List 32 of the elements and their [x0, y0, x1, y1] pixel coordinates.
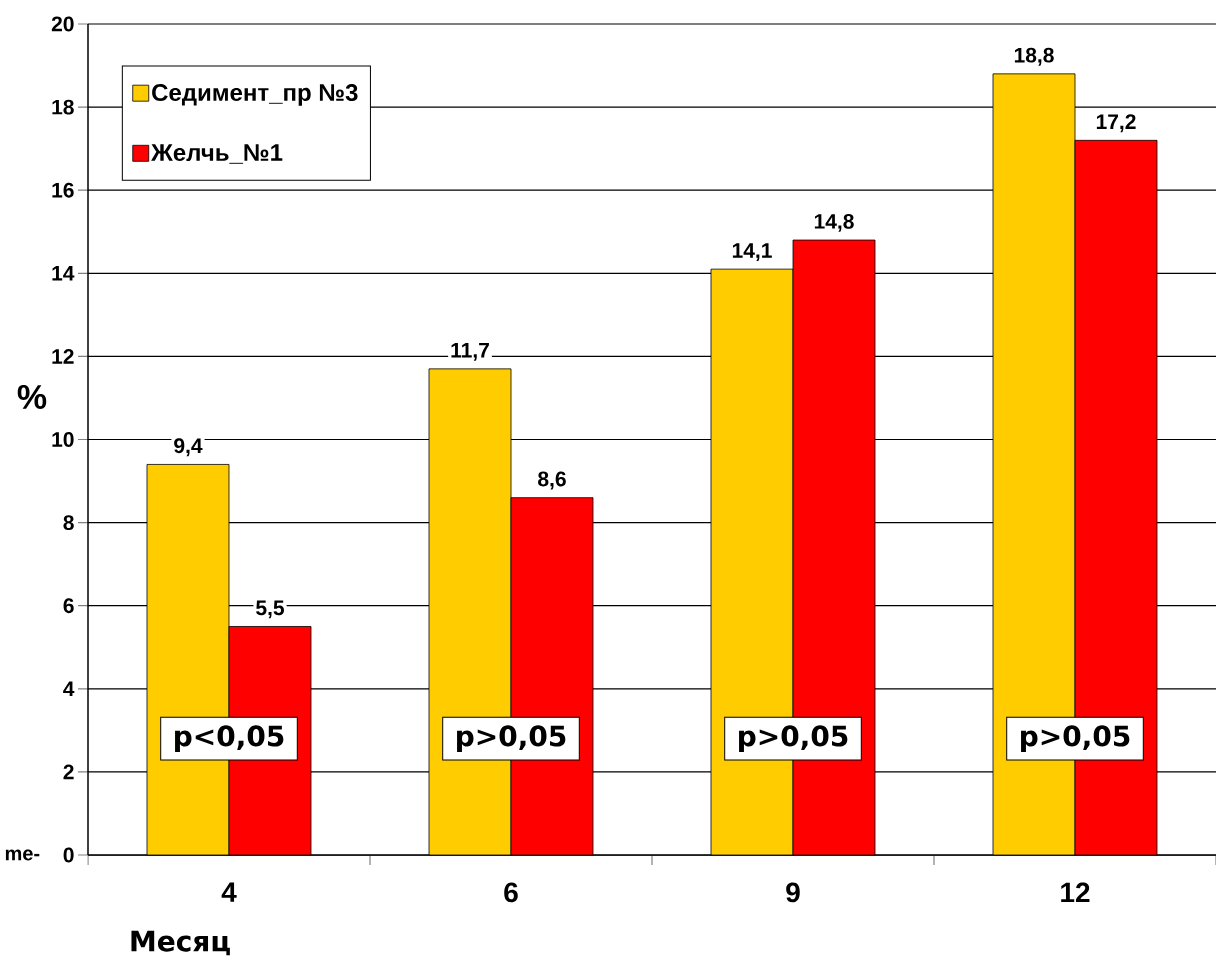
x-axis-title: Месяц [131, 930, 230, 956]
legend-label: Седимент_пр №3 [152, 84, 358, 106]
y-tick-label: 18 [52, 99, 74, 115]
y-tick-label: 6 [63, 598, 74, 614]
y-tick-label: 20 [51, 16, 74, 32]
text: me- [5, 849, 40, 861]
legend-label: Желчь_№1 [151, 144, 283, 164]
y-tick-label: 14 [52, 266, 75, 281]
y-tick-label: 10 [52, 432, 74, 447]
y-tick-label: 4 [63, 681, 75, 697]
y-tick-label: 16 [52, 182, 74, 198]
y-tick-label: 2 [63, 764, 74, 780]
annotation: p>0,05 [739, 725, 848, 752]
x-tick-label: 4 [221, 882, 237, 902]
y-axis-title: % [17, 385, 47, 409]
annotation: p<0,05 [175, 725, 284, 752]
y-tick-label: 12 [52, 349, 74, 364]
x-tick-label: 6 [504, 882, 518, 903]
text: 9,4 [174, 438, 203, 457]
y-tick-label: 8 [63, 515, 74, 531]
text: 11,7 [451, 342, 489, 361]
text: 17,2 [1096, 114, 1136, 133]
text: 14,1 [732, 243, 772, 261]
text: 18,8 [1014, 47, 1054, 66]
annotation: p>0,05 [1021, 725, 1130, 752]
y-tick-label: 0 [63, 847, 74, 863]
text: 14,8 [814, 213, 854, 232]
text: 5,5 [256, 600, 285, 619]
x-tick-label: 12 [1061, 882, 1090, 903]
x-tick-label: 9 [786, 882, 800, 903]
annotation: p>0,05 [457, 725, 566, 752]
text: 8,6 [538, 471, 566, 490]
